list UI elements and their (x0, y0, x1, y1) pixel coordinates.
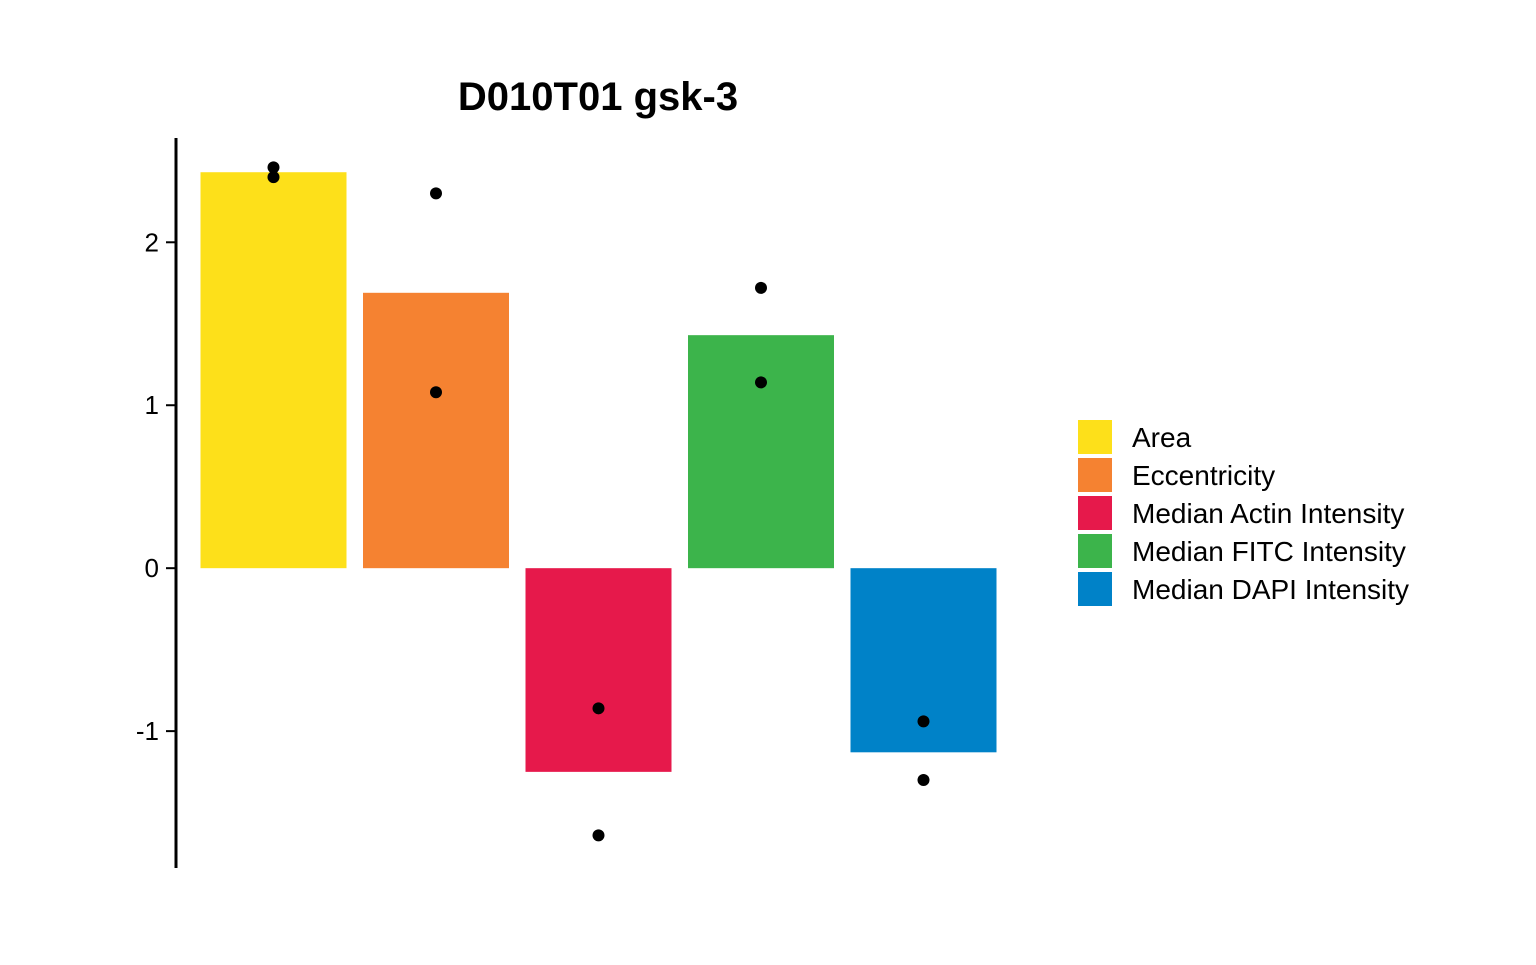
legend-label: Median FITC Intensity (1132, 536, 1406, 567)
legend-key (1078, 420, 1112, 454)
bar-median-fitc-intensity (688, 335, 834, 569)
legend-key (1078, 572, 1112, 606)
data-point (430, 187, 442, 200)
data-point (592, 702, 605, 715)
bar-area (200, 172, 347, 569)
y-axis-ticks: 2 1 0 -1 (136, 227, 176, 746)
legend-item: Median FITC Intensity (1078, 534, 1406, 568)
points-group (267, 161, 930, 842)
legend-label: Median Actin Intensity (1132, 498, 1404, 529)
data-point (430, 386, 442, 399)
data-point (917, 774, 930, 787)
data-point (267, 171, 280, 184)
legend-key (1078, 496, 1112, 530)
legend-item: Median Actin Intensity (1078, 496, 1404, 530)
legend-item: Eccentricity (1078, 458, 1275, 492)
chart-title: D010T01 gsk-3 (458, 75, 738, 119)
legend-item: Median DAPI Intensity (1078, 572, 1409, 606)
legend-item: Area (1078, 420, 1192, 454)
data-point (917, 715, 930, 728)
y-tick-label: -1 (136, 716, 159, 746)
legend-label: Eccentricity (1132, 460, 1275, 491)
legend-label: Area (1132, 422, 1192, 453)
data-point (755, 281, 767, 294)
data-point (592, 829, 605, 842)
legend-key (1078, 458, 1112, 492)
data-point (267, 161, 280, 174)
bars-group (200, 172, 997, 772)
data-point (755, 376, 767, 389)
y-tick-label: 2 (145, 227, 159, 257)
y-tick-label: 0 (145, 553, 159, 583)
bar-median-actin-intensity (525, 568, 672, 772)
legend: Area Eccentricity Median Actin Intensity Me… (1078, 420, 1409, 606)
legend-key (1078, 534, 1112, 568)
y-tick-label: 1 (145, 390, 159, 420)
bar-eccentricity (363, 292, 509, 569)
legend-label: Median DAPI Intensity (1132, 574, 1409, 605)
